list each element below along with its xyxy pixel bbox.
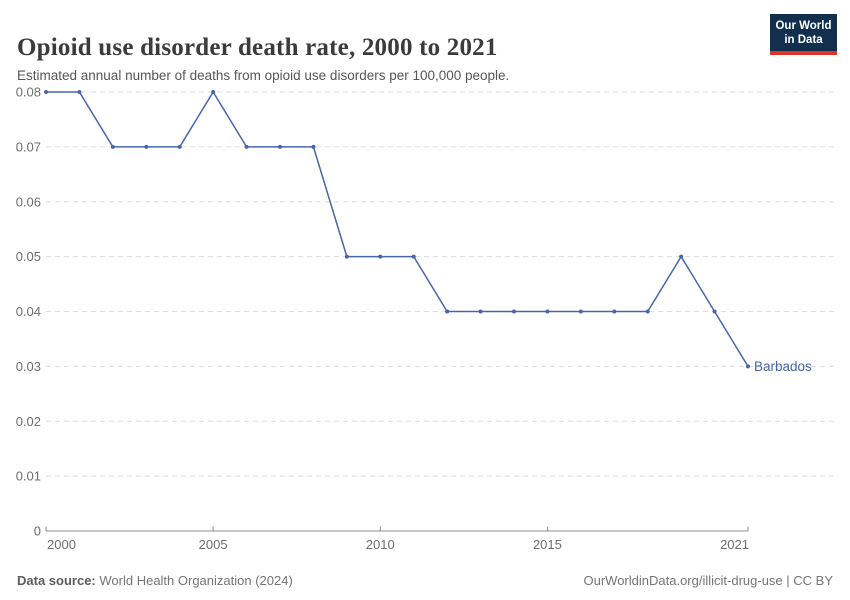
y-tick-label: 0.03 bbox=[16, 359, 41, 374]
data-point[interactable] bbox=[311, 144, 316, 149]
data-point[interactable] bbox=[144, 144, 149, 149]
y-tick-label: 0.01 bbox=[16, 469, 41, 484]
y-tick-label: 0.04 bbox=[16, 304, 41, 319]
data-source-value: World Health Organization (2024) bbox=[99, 573, 293, 588]
data-point[interactable] bbox=[478, 309, 483, 314]
x-tick-label: 2010 bbox=[366, 537, 395, 552]
credit-line: OurWorldinData.org/illicit-drug-use | CC… bbox=[583, 573, 834, 588]
y-tick-label: 0.06 bbox=[16, 194, 41, 209]
x-tick-label: 2015 bbox=[533, 537, 562, 552]
data-point[interactable] bbox=[110, 144, 115, 149]
data-point[interactable] bbox=[244, 144, 249, 149]
x-tick-label: 2005 bbox=[199, 537, 228, 552]
x-tick-label: 2021 bbox=[720, 537, 749, 552]
owid-logo[interactable]: Our World in Data bbox=[770, 14, 837, 55]
data-point[interactable] bbox=[344, 254, 349, 259]
data-point[interactable] bbox=[378, 254, 383, 259]
data-point[interactable] bbox=[211, 90, 216, 94]
chart-footer: Data source: World Health Organization (… bbox=[17, 573, 833, 588]
data-point[interactable] bbox=[411, 254, 416, 259]
data-point[interactable] bbox=[77, 90, 82, 94]
data-point[interactable] bbox=[445, 309, 450, 314]
data-point[interactable] bbox=[512, 309, 516, 314]
x-tick-label: 2000 bbox=[47, 537, 76, 552]
data-point[interactable] bbox=[746, 364, 750, 369]
series-label[interactable]: Barbados bbox=[754, 359, 812, 374]
y-tick-label: 0.02 bbox=[16, 414, 41, 429]
data-source: Data source: World Health Organization (… bbox=[17, 573, 293, 588]
y-tick-label: 0.05 bbox=[16, 249, 41, 264]
owid-logo-line2: in Data bbox=[784, 34, 823, 46]
y-tick-label: 0.08 bbox=[16, 85, 41, 100]
data-point[interactable] bbox=[44, 90, 48, 94]
data-point[interactable] bbox=[679, 254, 684, 259]
data-point[interactable] bbox=[278, 144, 282, 149]
data-point[interactable] bbox=[545, 309, 550, 314]
data-line[interactable] bbox=[46, 91, 749, 367]
data-point[interactable] bbox=[612, 309, 617, 314]
data-source-label: Data source: bbox=[17, 573, 96, 588]
chart-subtitle: Estimated annual number of deaths from o… bbox=[17, 67, 510, 83]
owid-logo-line1: Our World bbox=[775, 20, 832, 32]
y-tick-label: 0.07 bbox=[16, 139, 41, 154]
data-point[interactable] bbox=[578, 309, 583, 314]
chart-title: Opioid use disorder death rate, 2000 to … bbox=[17, 33, 498, 61]
data-point[interactable] bbox=[712, 309, 717, 314]
data-point[interactable] bbox=[177, 144, 182, 149]
data-point[interactable] bbox=[645, 309, 650, 314]
y-tick-label: 0 bbox=[34, 524, 41, 539]
